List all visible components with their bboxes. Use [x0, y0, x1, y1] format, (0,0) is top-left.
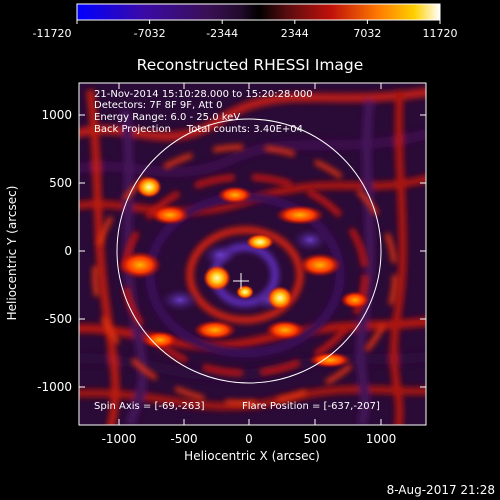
x-tick-label: 1000	[366, 432, 397, 446]
annotation-flare-position: Flare Position = [-637,-207]	[242, 401, 380, 412]
y-tick-label: 500	[49, 176, 72, 190]
heatmap-image	[79, 83, 426, 425]
spin-axis-marker	[233, 273, 249, 289]
y-axis-ticks	[79, 114, 426, 388]
x-tick-label: 0	[245, 432, 253, 446]
annotation-time-range: 21-Nov-2014 15:10:28.000 to 15:20:28.000	[94, 89, 313, 100]
annotation-method-counts: Back Projection Total counts: 3.40E+04	[94, 124, 303, 135]
y-tick-label: -1000	[37, 380, 72, 394]
annotation-spin-axis: Spin Axis = [-69,-263]	[94, 401, 205, 412]
colorbar	[76, 3, 441, 21]
x-axis-label: Heliocentric X (arcsec)	[184, 449, 320, 463]
timestamp: 8-Aug-2017 21:28	[387, 483, 495, 497]
colorbar-tick-label: 2344	[281, 27, 309, 40]
colorbar-tick-label: 7032	[353, 27, 381, 40]
x-tick-label: -1000	[102, 432, 137, 446]
y-tick-label: 1000	[41, 108, 72, 122]
bright-source	[267, 286, 293, 310]
bright-source	[246, 234, 274, 250]
bright-source	[136, 176, 162, 198]
y-axis-label: Heliocentric Y (arcsec)	[5, 186, 19, 321]
colorbar-tick-label: -11720	[33, 27, 72, 40]
colorbar-tick-label: 11720	[423, 27, 458, 40]
solar-limb	[116, 118, 382, 384]
bright-source	[203, 265, 231, 291]
x-tick-label: 500	[304, 432, 327, 446]
y-tick-label: 0	[64, 244, 72, 258]
colorbar-ticks	[76, 20, 441, 24]
colorbar-tick-label: -7032	[134, 27, 166, 40]
plot-title: Reconstructed RHESSI Image	[137, 56, 364, 74]
plot-frame	[78, 82, 427, 426]
y-tick-label: -500	[45, 312, 72, 326]
x-tick-label: -500	[170, 432, 197, 446]
colorbar-tick-label: -2344	[206, 27, 238, 40]
bright-sources	[136, 176, 293, 310]
x-axis-ticks	[118, 83, 382, 425]
annotation-detectors: Detectors: 7F 8F 9F, Att 0	[94, 100, 222, 111]
annotation-energy-range: Energy Range: 6.0 - 25.0 keV	[94, 112, 240, 123]
